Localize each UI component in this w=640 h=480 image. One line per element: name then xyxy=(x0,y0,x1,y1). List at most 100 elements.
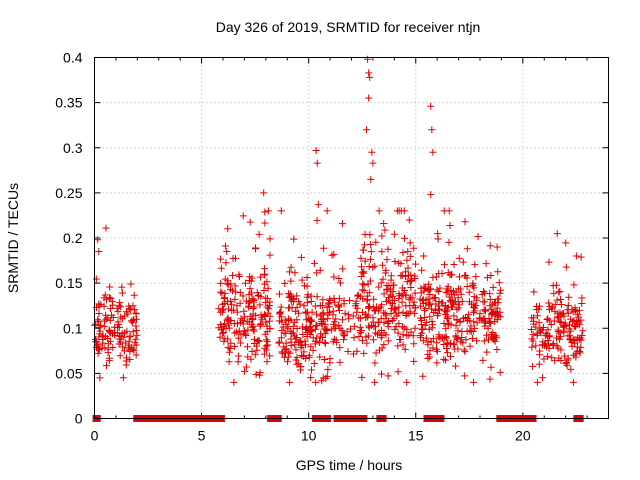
data-point xyxy=(444,339,452,347)
data-point xyxy=(542,330,550,338)
data-point xyxy=(251,245,259,253)
data-point xyxy=(101,317,109,325)
data-point xyxy=(420,313,428,321)
data-point xyxy=(418,326,426,334)
data-point xyxy=(549,341,557,349)
data-point xyxy=(384,245,392,253)
data-point xyxy=(96,345,104,353)
data-point xyxy=(379,275,387,283)
data-point xyxy=(316,312,324,320)
data-point xyxy=(225,317,233,325)
data-point xyxy=(440,261,448,269)
data-point xyxy=(529,330,537,338)
data-point xyxy=(244,353,252,361)
data-point xyxy=(323,207,331,215)
data-point xyxy=(264,207,272,215)
data-point xyxy=(102,315,110,323)
data-point xyxy=(380,290,388,298)
data-point xyxy=(278,348,286,356)
data-point xyxy=(261,312,269,320)
data-point xyxy=(479,298,487,306)
data-point xyxy=(540,355,548,363)
data-point xyxy=(223,280,231,288)
data-point xyxy=(452,322,460,330)
data-point xyxy=(483,274,491,282)
data-point xyxy=(110,329,118,337)
data-point xyxy=(536,351,544,359)
data-point xyxy=(487,272,495,280)
data-point xyxy=(285,317,293,325)
data-point xyxy=(572,353,580,361)
data-point xyxy=(443,306,451,314)
data-point xyxy=(375,283,383,291)
data-point xyxy=(551,308,559,316)
data-point xyxy=(376,346,384,354)
data-point xyxy=(366,73,374,81)
data-point xyxy=(303,274,311,282)
data-point xyxy=(262,318,270,326)
data-point xyxy=(357,254,365,262)
data-point xyxy=(300,348,308,356)
data-point xyxy=(487,305,495,313)
data-point xyxy=(421,321,429,329)
data-point xyxy=(313,293,321,301)
data-point xyxy=(335,306,343,314)
data-point xyxy=(404,247,412,255)
data-point xyxy=(293,316,301,324)
data-point xyxy=(395,259,403,267)
data-point xyxy=(560,322,568,330)
data-point xyxy=(289,329,297,337)
data-point xyxy=(577,253,585,261)
data-point xyxy=(301,337,309,345)
data-point xyxy=(122,354,130,362)
data-point xyxy=(483,331,491,339)
data-point xyxy=(306,328,314,336)
data-point xyxy=(550,289,558,297)
data-point xyxy=(575,318,583,326)
data-point xyxy=(369,314,377,322)
data-point xyxy=(241,367,249,375)
data-point xyxy=(368,148,376,156)
data-point xyxy=(362,126,370,134)
data-point xyxy=(398,298,406,306)
data-point xyxy=(565,293,573,301)
data-point xyxy=(486,290,494,298)
data-point xyxy=(364,311,372,319)
data-point xyxy=(277,207,285,215)
data-point xyxy=(426,290,434,298)
data-point xyxy=(266,251,274,259)
data-point xyxy=(130,316,138,324)
data-point xyxy=(379,261,387,269)
data-point xyxy=(276,317,284,325)
data-point xyxy=(232,288,240,296)
data-point xyxy=(453,316,461,324)
data-point xyxy=(457,290,465,298)
data-point xyxy=(231,295,239,303)
data-point xyxy=(360,287,368,295)
data-point xyxy=(104,340,112,348)
x-tick-label: 0 xyxy=(91,428,99,444)
data-point xyxy=(338,220,346,228)
data-point xyxy=(425,299,433,307)
data-point xyxy=(545,333,553,341)
data-point xyxy=(440,320,448,328)
data-point xyxy=(572,252,580,260)
data-point xyxy=(550,342,558,350)
data-point xyxy=(242,363,250,371)
data-point xyxy=(330,250,338,258)
data-point xyxy=(255,230,263,238)
data-point xyxy=(245,276,253,284)
data-point xyxy=(275,339,283,347)
data-point xyxy=(297,253,305,261)
data-point xyxy=(461,313,469,321)
data-point xyxy=(302,325,310,333)
data-point xyxy=(406,252,414,260)
data-point xyxy=(262,342,270,350)
data-point xyxy=(331,298,339,306)
data-point xyxy=(277,303,285,311)
data-point xyxy=(403,278,411,286)
data-point xyxy=(453,305,461,313)
data-point xyxy=(410,298,418,306)
data-point xyxy=(319,333,327,341)
data-point xyxy=(252,312,260,320)
